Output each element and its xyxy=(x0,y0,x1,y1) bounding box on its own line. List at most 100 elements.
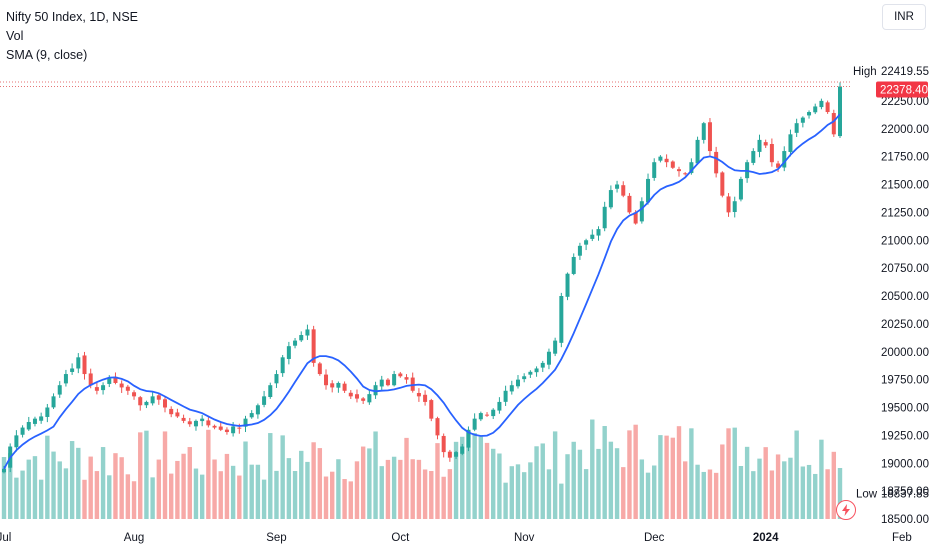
volume-bar xyxy=(416,459,422,519)
volume-bar xyxy=(800,466,806,519)
candle-body xyxy=(658,156,663,161)
candle-body xyxy=(757,139,762,152)
candle-body xyxy=(676,169,681,172)
candle-body xyxy=(503,390,508,402)
volume-bar xyxy=(32,456,38,519)
volume-bar xyxy=(627,430,632,519)
volume-bar xyxy=(292,471,298,519)
volume-bar xyxy=(218,471,223,519)
candle-body xyxy=(280,357,285,374)
y-tick-label: 20500.00 xyxy=(881,291,929,303)
volume-bar xyxy=(354,461,360,519)
symbol-title[interactable]: Nifty 50 Index, 1D, NSE xyxy=(6,10,139,24)
candle-body xyxy=(423,394,428,402)
volume-bar xyxy=(7,453,13,519)
volume-bar xyxy=(181,453,186,519)
volume-bar xyxy=(664,435,669,519)
candle-body xyxy=(26,421,31,430)
volume-bar xyxy=(441,476,446,519)
candle-body xyxy=(466,429,471,448)
candle-body xyxy=(373,385,378,396)
volume-bar xyxy=(577,449,583,519)
candle-body xyxy=(769,144,774,163)
volume-bar xyxy=(713,472,719,519)
candle-body xyxy=(63,374,68,384)
candle-body xyxy=(416,392,421,397)
last-price-value: 22378.40 xyxy=(880,85,928,97)
candle-body xyxy=(398,373,403,377)
volume-bar xyxy=(169,473,174,519)
volume-bar xyxy=(162,431,168,519)
candle-body xyxy=(138,397,143,406)
volume-bar xyxy=(751,471,756,519)
x-tick-label: Nov xyxy=(514,532,535,544)
volume-bar xyxy=(788,457,793,519)
candle-body xyxy=(776,163,781,168)
volume-bar xyxy=(94,471,100,519)
volume-bar xyxy=(342,479,347,519)
candle-body xyxy=(187,421,192,425)
candle-body xyxy=(88,373,93,386)
candle-body xyxy=(515,379,520,387)
volume-bar xyxy=(602,426,607,519)
volume-bar xyxy=(621,467,626,519)
candle-body xyxy=(596,229,601,236)
volume-bar xyxy=(583,469,589,519)
y-tick-label: 19500.00 xyxy=(881,403,929,415)
candle-body xyxy=(107,378,112,384)
low-label: Low xyxy=(856,488,878,500)
volume-bar xyxy=(503,482,508,519)
candle-body xyxy=(101,385,106,391)
candle-body xyxy=(528,371,533,375)
volume-bar xyxy=(51,451,56,519)
candle-body xyxy=(478,413,483,420)
candle-body xyxy=(231,426,236,434)
candle-body xyxy=(311,329,316,363)
volume-bar xyxy=(515,464,521,519)
candle-body xyxy=(726,196,731,213)
candle-body xyxy=(732,201,737,213)
candle-body xyxy=(119,383,124,388)
volume-bar xyxy=(744,446,750,519)
candle-body xyxy=(788,134,793,152)
x-tick-label: Dec xyxy=(644,532,665,544)
candle-body xyxy=(720,172,725,196)
candle-body xyxy=(646,178,651,203)
sma-legend[interactable]: SMA (9, close) xyxy=(6,48,88,62)
volume-bar xyxy=(769,470,775,519)
volume-bar xyxy=(280,435,285,519)
currency-button[interactable]: INR xyxy=(882,4,926,30)
volume-bar xyxy=(404,437,409,519)
volume-bar xyxy=(540,443,545,519)
candle-body xyxy=(224,429,229,433)
flash-icon[interactable] xyxy=(836,500,856,520)
candle-body xyxy=(639,201,644,222)
candle-body xyxy=(175,412,180,417)
volume-bar xyxy=(175,460,180,519)
candle-body xyxy=(813,106,818,113)
volume-bar xyxy=(286,458,292,519)
candle-body xyxy=(559,296,564,343)
volume-bar xyxy=(330,471,335,519)
volume-bar xyxy=(825,469,830,519)
volume-bar xyxy=(652,465,657,519)
volume-bar xyxy=(466,430,471,519)
candle-body xyxy=(243,418,248,427)
candle-body xyxy=(200,418,205,422)
volume-bar xyxy=(107,475,112,519)
high-value: 22419.55 xyxy=(881,66,929,78)
volume-bar xyxy=(20,470,25,519)
candle-body xyxy=(633,212,638,224)
volume-legend[interactable]: Vol xyxy=(6,29,24,43)
candle-body xyxy=(404,377,409,380)
candle-body xyxy=(342,383,347,391)
high-label: High xyxy=(853,66,877,78)
volume-bar xyxy=(385,459,391,519)
y-tick-label: 18500.00 xyxy=(881,514,929,526)
volume-bar xyxy=(819,439,824,519)
candle-body xyxy=(169,408,174,415)
candle-body xyxy=(701,123,706,140)
volume-bar xyxy=(230,465,236,519)
